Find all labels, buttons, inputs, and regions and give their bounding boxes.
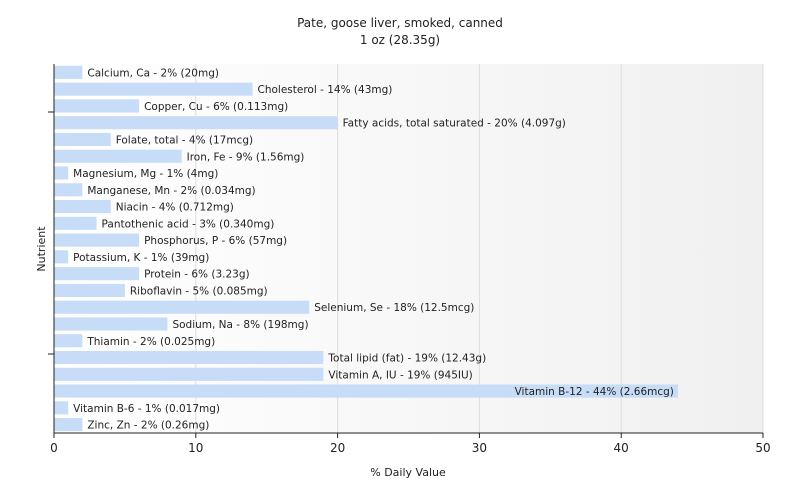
x-tick-label: 20 <box>330 441 345 455</box>
bar <box>54 149 182 163</box>
bar-label: Selenium, Se - 18% (12.5mcg) <box>314 302 474 314</box>
bar <box>54 166 69 180</box>
chart-subtitle: 1 oz (28.35g) <box>360 33 440 47</box>
bar-label: Manganese, Mn - 2% (0.034mg) <box>87 185 255 197</box>
bar <box>54 300 310 314</box>
bar <box>54 350 324 365</box>
bar <box>54 334 83 348</box>
bar-label: Copper, Cu - 6% (0.113mg) <box>144 101 288 113</box>
bar-label: Vitamin B-12 - 44% (2.66mcg) <box>515 386 674 398</box>
bar <box>54 132 111 147</box>
bar <box>54 200 111 214</box>
bar <box>54 317 168 331</box>
bar <box>54 116 338 130</box>
bar-label: Vitamin A, IU - 19% (945IU) <box>328 369 472 381</box>
chart-title: Pate, goose liver, smoked, canned <box>297 16 503 30</box>
bar-label: Pantothenic acid - 3% (0.340mg) <box>102 218 275 230</box>
bar-label: Calcium, Ca - 2% (20mg) <box>87 67 219 79</box>
bar <box>54 99 140 113</box>
x-tick-label: 50 <box>755 441 770 455</box>
bar-label: Niacin - 4% (0.712mg) <box>116 202 234 214</box>
bar-label: Thiamin - 2% (0.025mg) <box>86 336 215 348</box>
bar-label: Iron, Fe - 9% (1.56mg) <box>187 151 305 163</box>
bar-label: Riboflavin - 5% (0.085mg) <box>130 285 268 297</box>
bar-label: Cholesterol - 14% (43mg) <box>258 84 393 96</box>
bar-label: Total lipid (fat) - 19% (12.43g) <box>327 353 486 365</box>
bar-label: Sodium, Na - 8% (198mg) <box>172 319 308 331</box>
bar <box>54 267 140 281</box>
bar-label: Fatty acids, total saturated - 20% (4.09… <box>343 118 566 130</box>
bar-label: Zinc, Zn - 2% (0.26mg) <box>87 420 209 432</box>
bar <box>54 384 678 398</box>
bar <box>54 216 97 230</box>
bar-label: Protein - 6% (3.23g) <box>144 269 250 281</box>
bar <box>54 233 140 247</box>
x-tick-label: 40 <box>614 441 629 455</box>
y-axis-label: Nutrient <box>35 226 48 272</box>
bar <box>54 418 83 432</box>
axes <box>48 64 763 434</box>
bar-label: Phosphorus, P - 6% (57mg) <box>144 235 287 247</box>
x-tick-label: 30 <box>472 441 487 455</box>
bar <box>54 82 253 96</box>
bar <box>54 183 83 197</box>
x-tick-label: 0 <box>50 441 58 455</box>
bar-label: Vitamin B-6 - 1% (0.017mg) <box>73 403 220 415</box>
bar-label: Magnesium, Mg - 1% (4mg) <box>73 168 218 180</box>
x-ticks: 0 10 20 30 40 50 <box>50 433 771 455</box>
bar-label: Potassium, K - 1% (39mg) <box>73 252 209 264</box>
bar-label: Folate, total - 4% (17mcg) <box>116 134 253 146</box>
x-axis-label: % Daily Value <box>370 466 446 479</box>
bar <box>54 65 83 79</box>
bar <box>54 401 69 415</box>
bar <box>54 250 69 264</box>
bars: Calcium, Ca - 2% (20mg) Cholesterol - 14%… <box>54 65 678 432</box>
x-tick-label: 10 <box>188 441 203 455</box>
bar <box>54 367 324 381</box>
bar <box>54 283 125 297</box>
